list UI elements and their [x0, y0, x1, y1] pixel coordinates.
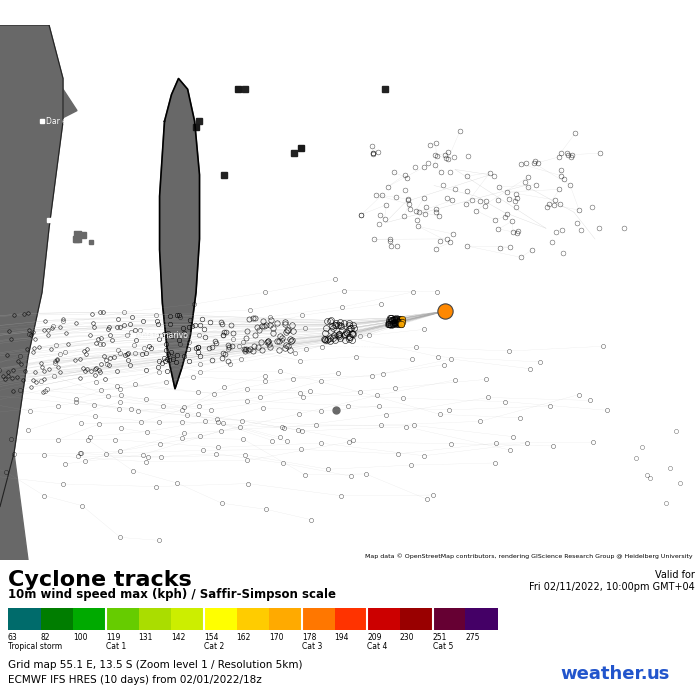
Polygon shape [0, 25, 63, 507]
Text: 142: 142 [172, 633, 186, 642]
Text: Cat 5: Cat 5 [433, 642, 453, 651]
Text: Dar es Salaam: Dar es Salaam [46, 117, 102, 126]
Polygon shape [0, 453, 28, 560]
Bar [368, 608, 400, 630]
Text: 178: 178 [302, 633, 316, 642]
Bar [172, 608, 204, 630]
Text: 275: 275 [466, 633, 480, 642]
Text: us: us [647, 665, 671, 683]
Text: Map data © OpenStreetMap contributors, rendering GIScience Research Group @ Heid: Map data © OpenStreetMap contributors, r… [365, 553, 693, 559]
Bar [41, 608, 74, 630]
Text: 230: 230 [400, 633, 414, 642]
Text: 119: 119 [106, 633, 120, 642]
Text: 251: 251 [433, 633, 447, 642]
Text: Cyclone tracks: Cyclone tracks [8, 570, 192, 590]
Polygon shape [42, 78, 77, 121]
Text: Moroni: Moroni [52, 216, 78, 225]
Bar [74, 608, 106, 630]
Bar [400, 608, 433, 630]
Bar [8, 608, 41, 630]
Text: 82: 82 [41, 633, 50, 642]
Text: 131: 131 [139, 633, 153, 642]
Bar [139, 608, 172, 630]
Text: ECMWF IFS HRES (10 days) from 02/01/2022/18z: ECMWF IFS HRES (10 days) from 02/01/2022… [8, 675, 262, 685]
Text: 100: 100 [74, 633, 88, 642]
Bar [204, 608, 237, 630]
Text: Grid map 55.1 E, 13.5 S (Zoom level 1 / Resolution 5km): Grid map 55.1 E, 13.5 S (Zoom level 1 / … [8, 660, 302, 670]
Polygon shape [160, 78, 199, 388]
Text: Port Louis: Port Louis [336, 344, 374, 354]
Bar [466, 608, 498, 630]
Text: Antananarivo: Antananarivo [136, 331, 188, 340]
Text: Cat 4: Cat 4 [368, 642, 388, 651]
Text: 63: 63 [8, 633, 18, 642]
Text: Tropical storm: Tropical storm [8, 642, 62, 651]
Bar [433, 608, 466, 630]
Text: Cat 3: Cat 3 [302, 642, 323, 651]
Text: 170: 170 [270, 633, 284, 642]
Text: 209: 209 [368, 633, 382, 642]
Text: weather.: weather. [560, 665, 648, 683]
Text: 10m wind speed max (kph) / Saffir-Simpson scale: 10m wind speed max (kph) / Saffir-Simpso… [8, 588, 336, 601]
Text: Cat 1: Cat 1 [106, 642, 126, 651]
Text: Valid for
Fri 02/11/2022, 10:00pm GMT+04: Valid for Fri 02/11/2022, 10:00pm GMT+04 [529, 570, 695, 592]
Bar [106, 608, 139, 630]
Text: Cat 2: Cat 2 [204, 642, 224, 651]
Bar [270, 608, 302, 630]
Bar [335, 608, 368, 630]
Text: 154: 154 [204, 633, 218, 642]
Text: 194: 194 [335, 633, 349, 642]
Text: This service is based on data and products of the European Centre for Medium-ran: This service is based on data and produc… [7, 8, 524, 17]
Text: 162: 162 [237, 633, 251, 642]
Bar [302, 608, 335, 630]
Bar [237, 608, 270, 630]
